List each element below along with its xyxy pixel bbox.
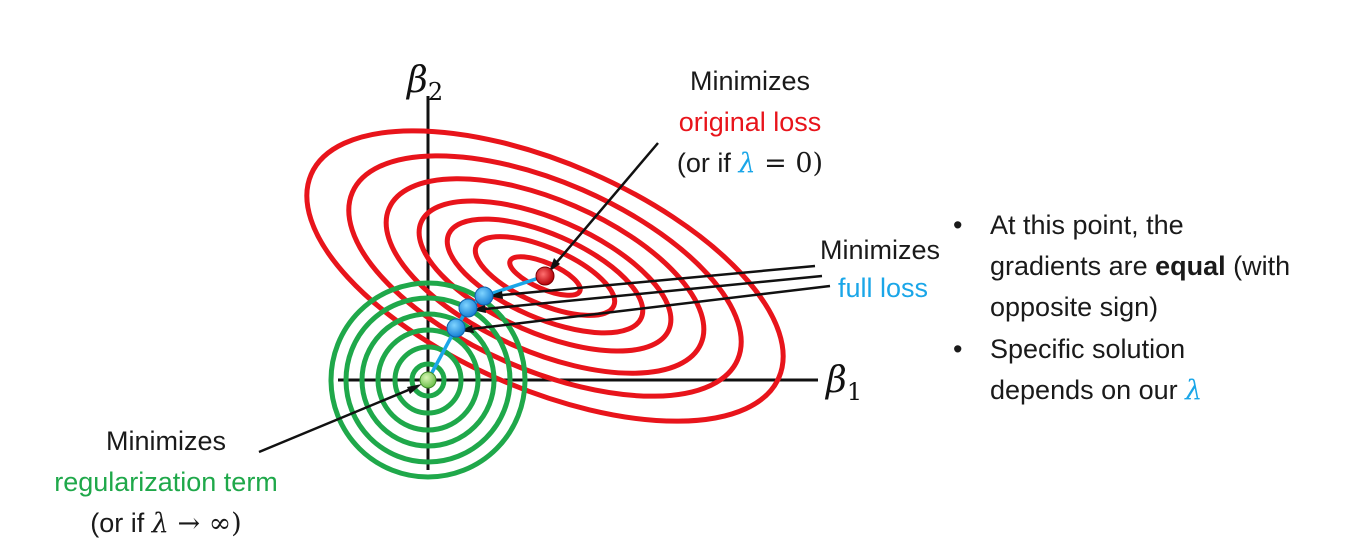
green-contour-5: [343, 295, 513, 465]
regularization-minimum: [419, 371, 437, 389]
pointer-full-1: [491, 264, 816, 298]
arrowhead-original: [549, 258, 560, 272]
bullet-1-line-2: gradients are equal (with: [990, 251, 1290, 281]
regularization-contours: [328, 280, 528, 480]
regularization-title: Minimizes: [106, 426, 226, 456]
pointer-full-2: [474, 274, 823, 312]
original-loss-condition: (or if λ = 0): [677, 148, 823, 179]
regularization-condition: (or if λ → ∞): [90, 508, 241, 539]
bullet-2-marker: •: [953, 334, 962, 364]
bullet-1-marker: •: [953, 210, 962, 240]
full-loss-label: full loss: [838, 273, 928, 303]
x-axis-label: β1: [824, 360, 862, 406]
full-loss-point-3: [446, 318, 466, 338]
original-loss-minimum: [535, 266, 555, 286]
arrowhead-regularization: [407, 384, 422, 394]
bullet-1-line-1: At this point, the: [990, 210, 1184, 240]
pointer-regularization: [258, 384, 419, 454]
red-contour-1: [507, 254, 583, 298]
pointer-original: [550, 142, 659, 270]
red-contour-7: [304, 128, 786, 424]
arrowhead-full-1: [489, 291, 503, 299]
original-loss-title: Minimizes: [690, 66, 810, 96]
green-contour-1: [409, 361, 447, 399]
bullet-2-line-1: Specific solution: [990, 334, 1185, 364]
green-contour-3: [375, 327, 481, 433]
arrowhead-full-2: [472, 305, 486, 313]
green-contour-6: [328, 280, 528, 480]
pointer-full-3: [462, 284, 831, 332]
bullet-2-line-2: depends on our λ: [990, 375, 1202, 406]
full-loss-point-2: [458, 298, 478, 318]
bullet-list: • At this point, the gradients are equal…: [953, 210, 1290, 406]
red-contour-4: [416, 198, 674, 354]
pointer-arrowheads: [407, 258, 560, 394]
original-loss-label: original loss: [679, 107, 822, 137]
red-contour-3: [444, 216, 646, 336]
regularization-label: regularization term: [54, 467, 278, 497]
green-contour-2: [392, 344, 464, 416]
full-loss-title: Minimizes: [820, 235, 940, 265]
y-axis-label: β2: [405, 60, 443, 106]
pointer-lines: [258, 142, 831, 454]
bullet-1-line-3: opposite sign): [990, 292, 1158, 322]
red-contour-5: [383, 176, 707, 376]
full-loss-point-1: [474, 286, 494, 306]
green-contour-4: [359, 311, 497, 449]
red-contour-2: [472, 234, 618, 318]
